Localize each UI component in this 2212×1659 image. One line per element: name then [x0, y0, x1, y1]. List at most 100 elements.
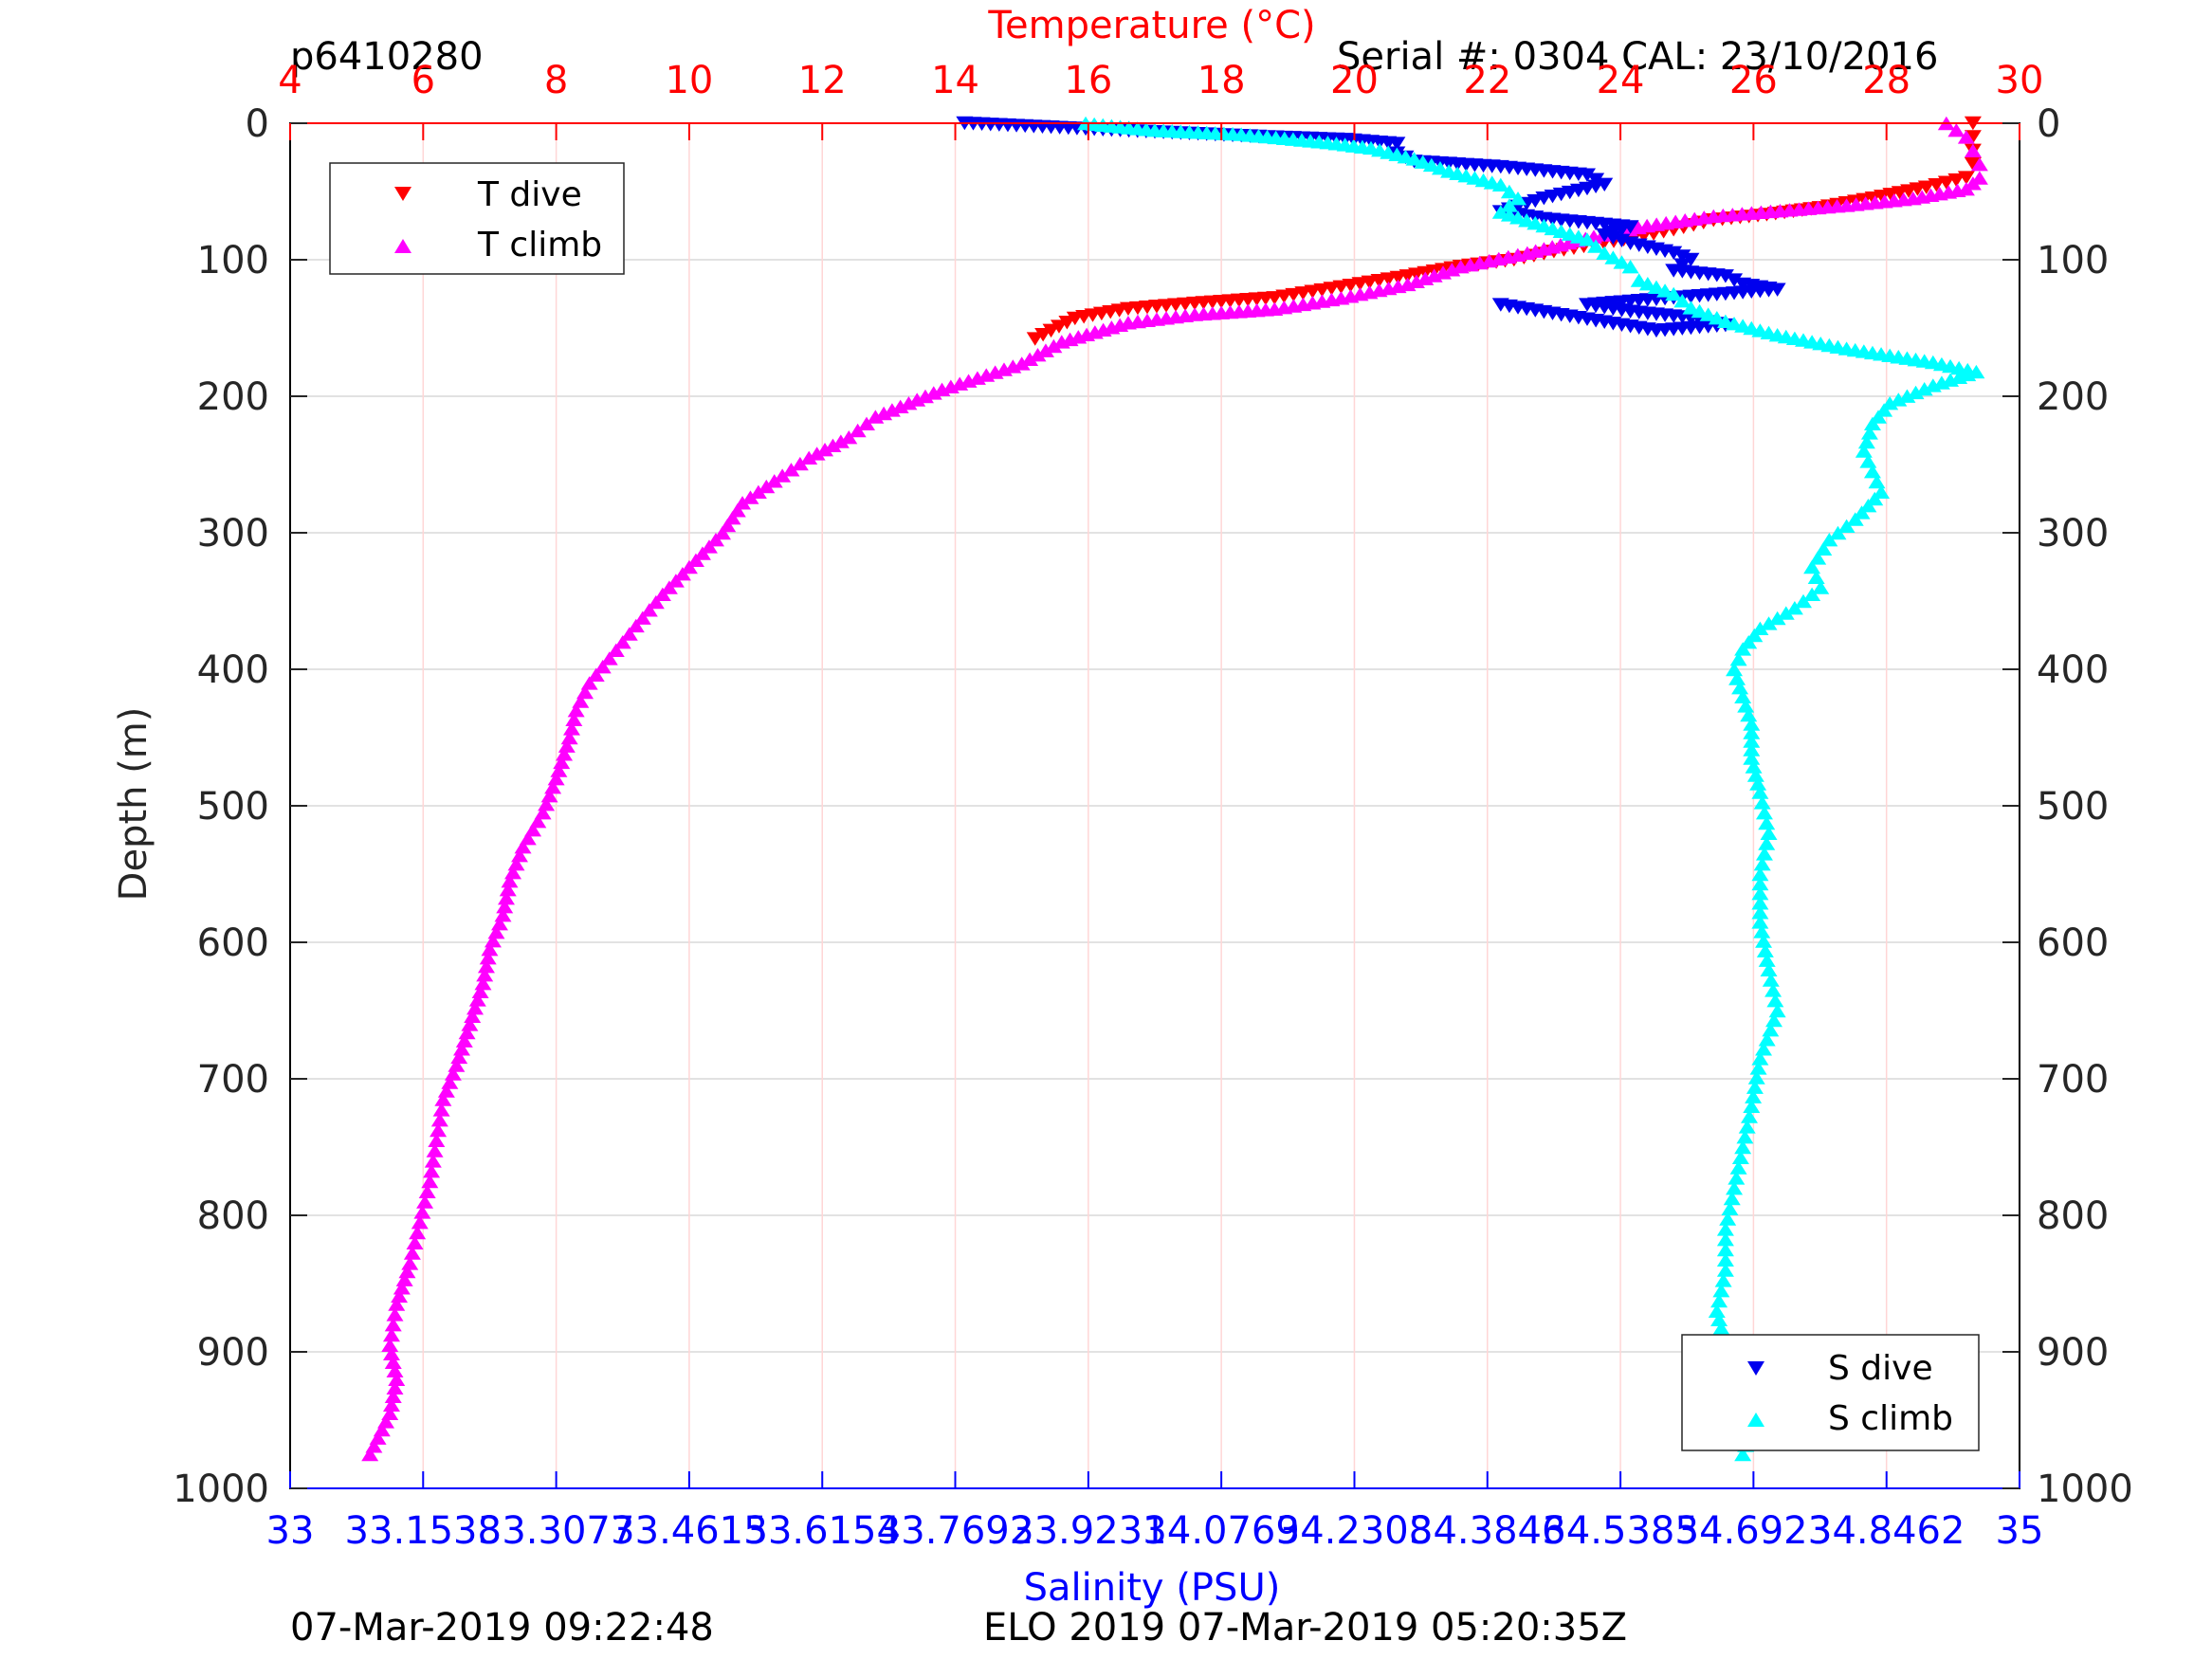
- data-point: [1443, 263, 1461, 277]
- data-point: [1728, 671, 1746, 685]
- salinity-tick-label: 33.3077: [478, 1509, 634, 1553]
- data-point: [1768, 1003, 1786, 1018]
- data-point: [1719, 1212, 1737, 1226]
- depth-tick-label-right: 200: [2037, 375, 2109, 419]
- data-point: [382, 1327, 400, 1342]
- data-point: [1751, 866, 1769, 882]
- temperature-tick-label: 26: [1729, 59, 1778, 102]
- salinity-tick-label: 33.9231: [1010, 1509, 1166, 1553]
- data-point: [1509, 191, 1527, 206]
- data-point: [1859, 499, 1877, 513]
- data-point: [1499, 249, 1517, 264]
- data-point: [386, 1363, 404, 1377]
- data-point: [1066, 311, 1084, 326]
- data-point: [1656, 283, 1674, 298]
- data-point: [479, 951, 497, 965]
- data-point: [1342, 289, 1360, 303]
- temperature-tick-label: 24: [1597, 59, 1645, 102]
- data-point: [1726, 662, 1744, 677]
- data-point: [1710, 1293, 1728, 1308]
- data-point: [1728, 1171, 1746, 1185]
- data-point: [1764, 1012, 1782, 1028]
- data-point: [1723, 1191, 1741, 1206]
- data-point: [1518, 246, 1536, 260]
- data-point: [1500, 184, 1518, 199]
- data-point: [1425, 268, 1443, 283]
- salinity-tick-label: 33: [266, 1509, 315, 1553]
- temperature-tick-label: 14: [931, 59, 979, 102]
- data-point: [498, 891, 515, 905]
- data-point: [1716, 1263, 1734, 1277]
- data-point: [960, 374, 978, 388]
- data-point: [458, 1025, 476, 1040]
- temperature-tick-label: 12: [798, 59, 847, 102]
- data-point: [693, 546, 711, 560]
- data-point: [660, 580, 678, 594]
- data-point: [1740, 707, 1758, 722]
- data-point: [1755, 847, 1773, 861]
- data-point: [1699, 307, 1717, 321]
- data-point: [1380, 281, 1398, 296]
- data-point: [1026, 332, 1044, 346]
- data-point: [388, 1372, 406, 1386]
- legend-t-climb-label: T climb: [477, 226, 602, 264]
- data-point: [1716, 1252, 1734, 1267]
- data-point: [1853, 505, 1871, 520]
- data-point: [384, 1355, 402, 1369]
- data-point: [361, 1447, 379, 1462]
- data-point: [1868, 474, 1886, 489]
- data-point: [381, 1338, 399, 1352]
- data-point: [1712, 1321, 1730, 1335]
- data-point: [1491, 298, 1509, 312]
- data-point: [1052, 335, 1070, 349]
- data-point: [1712, 1284, 1730, 1298]
- data-point: [1837, 519, 1856, 533]
- data-point: [403, 1246, 421, 1260]
- data-point: [1370, 283, 1388, 298]
- data-point: [647, 594, 665, 610]
- data-point: [424, 1154, 442, 1168]
- data-point: [1471, 255, 1489, 270]
- data-point: [749, 484, 767, 499]
- series-t-climb: [361, 116, 1988, 1462]
- data-point: [1746, 768, 1764, 782]
- data-point: [1741, 1109, 1758, 1123]
- salinity-tick-label: 34.2308: [1276, 1509, 1433, 1553]
- data-point: [1734, 689, 1752, 703]
- data-point: [395, 1272, 413, 1286]
- depth-tick-label-left: 0: [246, 102, 269, 146]
- data-point: [1745, 759, 1763, 774]
- depth-tick-label-right: 1000: [2037, 1468, 2133, 1511]
- depth-tick-label-left: 1000: [173, 1468, 269, 1511]
- data-point: [1682, 252, 1700, 267]
- temperature-tick-label: 22: [1463, 59, 1511, 102]
- data-point: [1716, 1222, 1734, 1236]
- data-point: [496, 900, 514, 914]
- footer-timestamp: 07-Mar-2019 09:22:48: [290, 1606, 714, 1650]
- salinity-tick-label: 34.8462: [1808, 1509, 1965, 1553]
- data-point: [1745, 1089, 1763, 1103]
- data-point: [1398, 277, 1417, 292]
- data-point: [1743, 725, 1761, 739]
- depth-tick-label-left: 200: [197, 375, 269, 419]
- data-point: [1743, 717, 1761, 731]
- data-point: [413, 1205, 431, 1219]
- depth-tick-label-right: 100: [2037, 239, 2109, 283]
- salinity-tick-label: 34.0769: [1143, 1509, 1299, 1553]
- data-point: [1795, 593, 1812, 609]
- data-point: [553, 755, 571, 770]
- data-point: [706, 533, 724, 547]
- salinity-tick-label: 33.6154: [744, 1509, 901, 1553]
- data-point: [1435, 265, 1452, 280]
- data-point: [466, 1000, 484, 1015]
- data-point: [1755, 1042, 1773, 1056]
- data-point: [673, 567, 691, 581]
- data-point: [653, 587, 671, 601]
- data-point: [423, 1164, 441, 1178]
- data-point: [567, 703, 585, 718]
- footer-mission-time: ELO 2019 07-Mar-2019 05:20:35Z: [983, 1606, 1628, 1650]
- data-point: [1924, 378, 1942, 392]
- data-point: [426, 1143, 444, 1158]
- data-point: [1388, 137, 1406, 151]
